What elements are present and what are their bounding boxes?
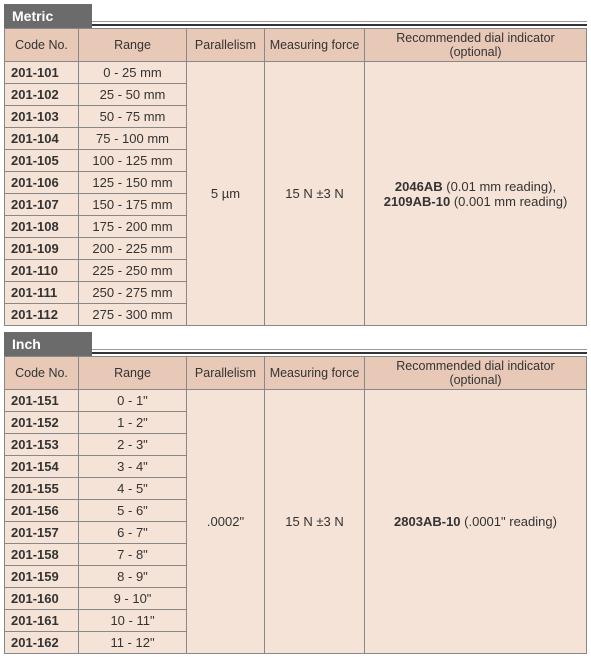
section-tab: Inch	[4, 332, 92, 356]
cell-range: 75 - 100 mm	[79, 128, 187, 150]
recommended-note: (0.01 mm reading),	[443, 179, 556, 194]
section-tab: Metric	[4, 4, 92, 28]
cell-code: 201-152	[5, 412, 79, 434]
table-header-row: Code No. Range Parallelism Measuring for…	[5, 357, 587, 390]
cell-code: 201-153	[5, 434, 79, 456]
cell-range: 225 - 250 mm	[79, 260, 187, 282]
section-header-inch: Inch	[4, 332, 587, 356]
cell-code: 201-157	[5, 522, 79, 544]
spec-table-metric: Code No. Range Parallelism Measuring for…	[4, 28, 587, 326]
cell-code: 201-102	[5, 84, 79, 106]
table-row: 201-101 0 - 25 mm 5 µm 15 N ±3 N 2046AB …	[5, 62, 587, 84]
table-header-row: Code No. Range Parallelism Measuring for…	[5, 29, 587, 62]
recommended-line: 2803AB-10 (.0001" reading)	[394, 514, 557, 529]
recommended-model: 2046AB	[395, 179, 443, 194]
cell-code: 201-162	[5, 632, 79, 654]
section-header-metric: Metric	[4, 4, 587, 28]
spec-table-inch: Code No. Range Parallelism Measuring for…	[4, 356, 587, 654]
cell-range: 6 - 7"	[79, 522, 187, 544]
cell-range: 275 - 300 mm	[79, 304, 187, 326]
col-header-code: Code No.	[5, 357, 79, 390]
cell-range: 50 - 75 mm	[79, 106, 187, 128]
section-rule	[92, 4, 587, 28]
col-header-force: Measuring force	[265, 357, 365, 390]
col-header-recommended: Recommended dial indicator (optional)	[365, 29, 587, 62]
cell-range: 125 - 150 mm	[79, 172, 187, 194]
cell-code: 201-158	[5, 544, 79, 566]
cell-code: 201-104	[5, 128, 79, 150]
recommended-note: (0.001 mm reading)	[450, 194, 567, 209]
section-rule	[92, 332, 587, 356]
col-header-recommended: Recommended dial indicator (optional)	[365, 357, 587, 390]
cell-force: 15 N ±3 N	[265, 62, 365, 326]
cell-range: 11 - 12"	[79, 632, 187, 654]
cell-code: 201-109	[5, 238, 79, 260]
cell-range: 150 - 175 mm	[79, 194, 187, 216]
cell-code: 201-159	[5, 566, 79, 588]
cell-range: 200 - 225 mm	[79, 238, 187, 260]
col-header-range: Range	[79, 357, 187, 390]
col-header-range: Range	[79, 29, 187, 62]
cell-range: 8 - 9"	[79, 566, 187, 588]
cell-range: 10 - 11"	[79, 610, 187, 632]
cell-code: 201-160	[5, 588, 79, 610]
recommended-note: (.0001" reading)	[461, 514, 557, 529]
cell-range: 175 - 200 mm	[79, 216, 187, 238]
recommended-line: 2109AB-10 (0.001 mm reading)	[384, 194, 568, 209]
cell-force: 15 N ±3 N	[265, 390, 365, 654]
cell-range: 0 - 25 mm	[79, 62, 187, 84]
cell-range: 1 - 2"	[79, 412, 187, 434]
cell-code: 201-101	[5, 62, 79, 84]
cell-code: 201-103	[5, 106, 79, 128]
cell-recommended: 2803AB-10 (.0001" reading)	[365, 390, 587, 654]
cell-code: 201-110	[5, 260, 79, 282]
cell-range: 25 - 50 mm	[79, 84, 187, 106]
cell-code: 201-151	[5, 390, 79, 412]
cell-code: 201-108	[5, 216, 79, 238]
cell-range: 9 - 10"	[79, 588, 187, 610]
cell-code: 201-154	[5, 456, 79, 478]
cell-range: 4 - 5"	[79, 478, 187, 500]
cell-range: 2 - 3"	[79, 434, 187, 456]
col-header-parallelism: Parallelism	[187, 29, 265, 62]
recommended-model: 2109AB-10	[384, 194, 451, 209]
table-row: 201-151 0 - 1" .0002" 15 N ±3 N 2803AB-1…	[5, 390, 587, 412]
col-header-code: Code No.	[5, 29, 79, 62]
cell-parallelism: .0002"	[187, 390, 265, 654]
cell-range: 3 - 4"	[79, 456, 187, 478]
cell-range: 250 - 275 mm	[79, 282, 187, 304]
cell-range: 7 - 8"	[79, 544, 187, 566]
recommended-line: 2046AB (0.01 mm reading),	[395, 179, 556, 194]
cell-range: 5 - 6"	[79, 500, 187, 522]
cell-range: 0 - 1"	[79, 390, 187, 412]
cell-code: 201-106	[5, 172, 79, 194]
cell-code: 201-105	[5, 150, 79, 172]
cell-code: 201-155	[5, 478, 79, 500]
cell-code: 201-161	[5, 610, 79, 632]
cell-recommended: 2046AB (0.01 mm reading), 2109AB-10 (0.0…	[365, 62, 587, 326]
col-header-parallelism: Parallelism	[187, 357, 265, 390]
col-header-force: Measuring force	[265, 29, 365, 62]
cell-code: 201-156	[5, 500, 79, 522]
cell-code: 201-111	[5, 282, 79, 304]
cell-code: 201-107	[5, 194, 79, 216]
recommended-model: 2803AB-10	[394, 514, 461, 529]
cell-code: 201-112	[5, 304, 79, 326]
cell-parallelism: 5 µm	[187, 62, 265, 326]
cell-range: 100 - 125 mm	[79, 150, 187, 172]
